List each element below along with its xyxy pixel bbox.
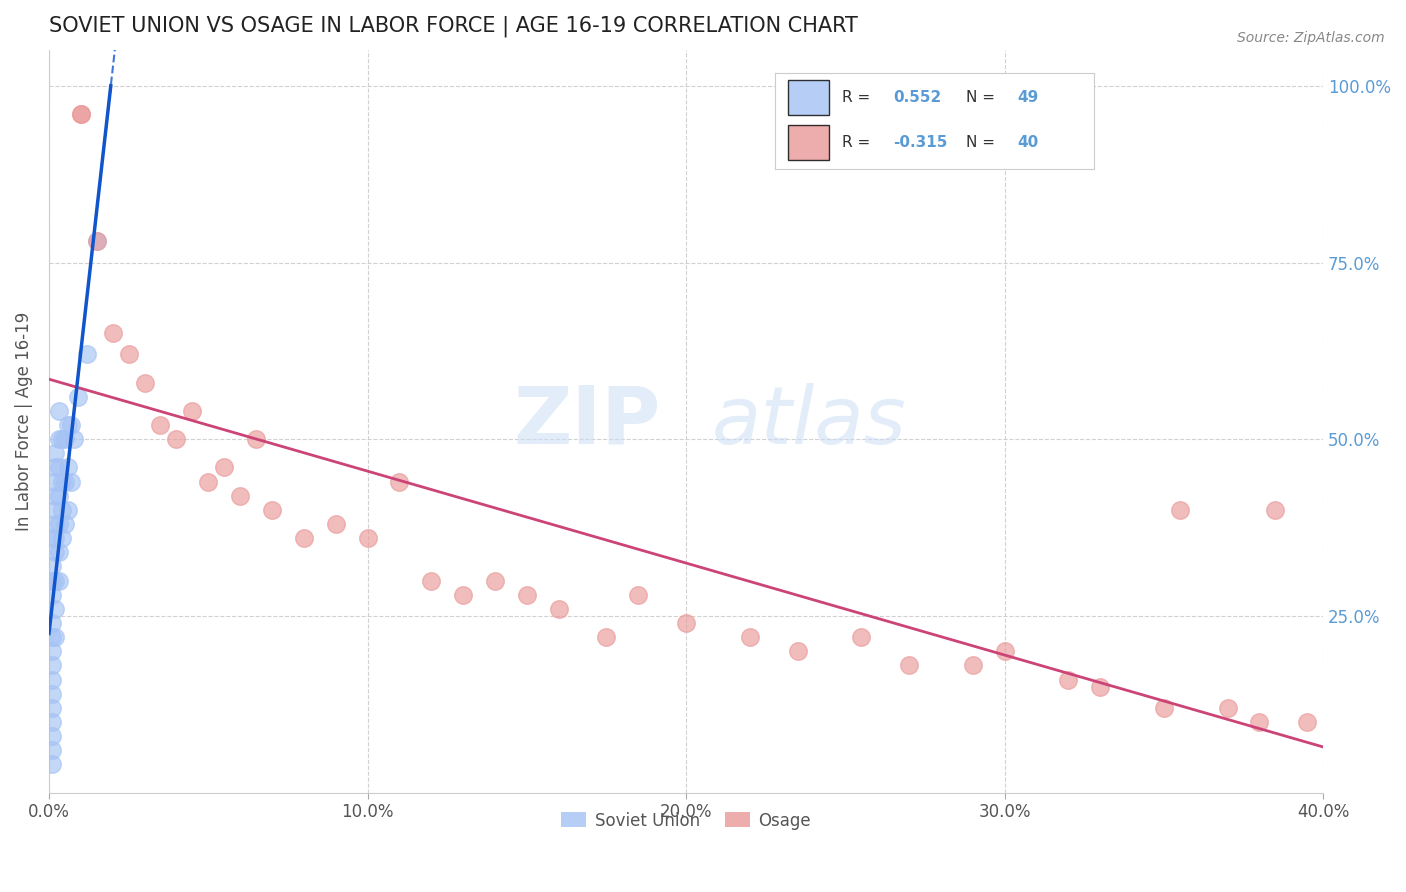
Point (356, 531, 378, 545)
Point (595, 630, 617, 644)
Point (181, 404, 204, 418)
Point (86, 235, 108, 249)
Point (41, 644, 63, 658)
Point (41, 658, 63, 673)
Point (48, 432, 70, 446)
Point (1296, 714, 1319, 729)
Point (48, 545, 70, 559)
Y-axis label: In Labor Force | Age 16-19: In Labor Force | Age 16-19 (15, 312, 32, 531)
Point (44, 446, 66, 460)
Point (41, 559, 63, 574)
Point (1249, 714, 1271, 729)
Point (51, 531, 73, 545)
Point (41, 531, 63, 545)
Point (44, 545, 66, 559)
Point (962, 658, 984, 673)
Point (41, 701, 63, 715)
Point (41, 714, 63, 729)
Point (1168, 503, 1191, 517)
Point (53, 475, 76, 489)
Point (451, 588, 474, 602)
Point (117, 347, 139, 361)
Point (1216, 701, 1239, 715)
Point (48, 574, 70, 588)
Point (134, 376, 156, 390)
Point (325, 516, 347, 531)
Point (44, 475, 66, 489)
Point (292, 531, 315, 545)
Point (1264, 503, 1286, 517)
Point (484, 574, 506, 588)
Point (41, 673, 63, 687)
Point (53, 432, 76, 446)
Point (851, 630, 873, 644)
Point (53, 516, 76, 531)
Point (898, 658, 921, 673)
Point (388, 475, 411, 489)
Point (41, 729, 63, 743)
Point (627, 588, 650, 602)
Point (1057, 673, 1080, 687)
Point (44, 531, 66, 545)
Point (76, 347, 98, 361)
Point (44, 602, 66, 616)
Point (212, 460, 235, 475)
Point (63, 432, 86, 446)
Point (245, 432, 267, 446)
Point (41, 588, 63, 602)
Point (675, 615, 697, 630)
Text: ZIP: ZIP (513, 383, 661, 460)
Point (420, 574, 443, 588)
Point (994, 644, 1017, 658)
Point (41, 687, 63, 701)
Point (69, 107, 91, 121)
Text: Source: ZipAtlas.com: Source: ZipAtlas.com (1237, 31, 1385, 45)
Point (41, 574, 63, 588)
Point (51, 432, 73, 446)
Text: SOVIET UNION VS OSAGE IN LABOR FORCE | AGE 16-19 CORRELATION CHART: SOVIET UNION VS OSAGE IN LABOR FORCE | A… (49, 15, 858, 37)
Legend: Soviet Union, Osage: Soviet Union, Osage (555, 805, 817, 837)
Point (44, 489, 66, 503)
Point (44, 503, 66, 517)
Point (56, 418, 79, 433)
Point (60, 475, 83, 489)
Point (41, 615, 63, 630)
Point (786, 644, 808, 658)
Point (101, 326, 124, 341)
Point (44, 574, 66, 588)
Point (229, 489, 252, 503)
Point (41, 757, 63, 772)
Point (56, 503, 79, 517)
Point (547, 602, 569, 616)
Point (44, 630, 66, 644)
Point (48, 516, 70, 531)
Point (44, 460, 66, 475)
Point (51, 503, 73, 517)
Point (48, 404, 70, 418)
Point (66, 390, 89, 404)
Point (69, 107, 91, 121)
Point (60, 418, 83, 433)
Point (44, 516, 66, 531)
Point (56, 460, 79, 475)
Point (51, 475, 73, 489)
Point (738, 630, 761, 644)
Point (165, 432, 187, 446)
Point (260, 503, 283, 517)
Point (197, 475, 219, 489)
Point (41, 630, 63, 644)
Point (149, 418, 172, 433)
Text: atlas: atlas (711, 383, 907, 460)
Point (41, 743, 63, 757)
Point (48, 489, 70, 503)
Point (86, 235, 108, 249)
Point (1088, 680, 1111, 694)
Point (1153, 701, 1175, 715)
Point (516, 588, 538, 602)
Point (48, 460, 70, 475)
